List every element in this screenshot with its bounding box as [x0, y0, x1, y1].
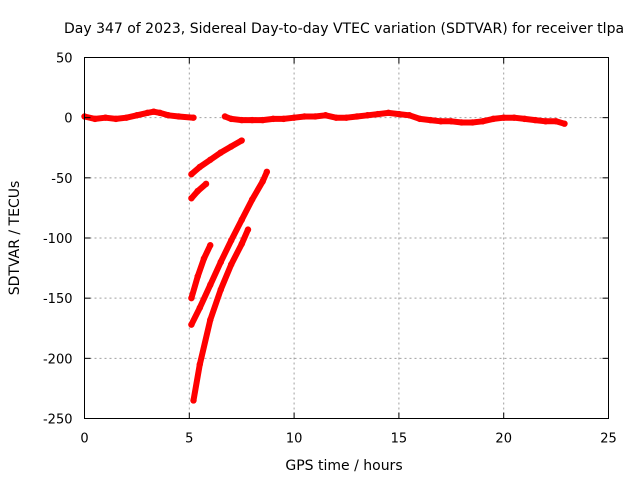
data-point — [221, 113, 229, 120]
data-point — [469, 119, 476, 126]
data-point — [406, 112, 413, 119]
data-point — [531, 116, 539, 124]
data-point — [427, 116, 434, 124]
data-point — [91, 115, 99, 123]
data-point — [521, 115, 528, 123]
data-point — [188, 171, 195, 178]
series-line-5 — [188, 243, 214, 300]
data-point — [123, 114, 130, 121]
data-point — [374, 110, 382, 118]
data-point — [188, 321, 195, 328]
data-point — [353, 113, 361, 120]
data-point — [458, 119, 465, 126]
y-tick-label: -250 — [43, 413, 73, 428]
data-point — [228, 143, 235, 150]
data-point — [194, 187, 201, 195]
data-point — [133, 112, 141, 119]
data-point — [217, 149, 224, 156]
data-point — [196, 361, 203, 368]
data-point — [150, 108, 157, 115]
data-point — [332, 114, 340, 121]
data-point — [290, 114, 298, 121]
data-point — [196, 163, 203, 171]
x-tick-label: 0 — [80, 432, 88, 447]
y-tick-label: 0 — [64, 112, 72, 127]
data-point — [144, 109, 151, 117]
data-point — [542, 118, 549, 125]
series-line-6 — [188, 170, 270, 326]
x-tick-label: 10 — [286, 432, 303, 447]
data-point — [510, 114, 518, 121]
data-point — [202, 180, 210, 188]
data-point — [238, 116, 245, 124]
data-point — [259, 116, 266, 124]
data-point — [207, 316, 214, 324]
x-axis-title: GPS time / hours — [285, 458, 402, 474]
data-point — [238, 240, 245, 248]
data-point — [301, 113, 308, 120]
y-tick-label: -200 — [43, 352, 73, 367]
data-point — [188, 294, 195, 302]
data-point — [156, 109, 164, 117]
data-point — [552, 118, 560, 125]
data-point — [188, 195, 195, 202]
y-tick-label: -50 — [51, 172, 72, 187]
data-point — [190, 397, 197, 404]
data-point — [217, 286, 224, 293]
y-tick-label: 50 — [56, 52, 73, 67]
data-point — [248, 196, 256, 203]
data-point — [561, 120, 568, 127]
data-point — [259, 178, 266, 185]
y-tick-label: -100 — [43, 232, 73, 247]
data-point — [385, 109, 392, 117]
data-point — [200, 255, 208, 262]
data-point — [238, 137, 245, 144]
data-point — [448, 118, 455, 125]
data-point — [196, 304, 203, 311]
data-point — [207, 281, 214, 289]
data-point — [102, 114, 109, 121]
series-group — [81, 108, 568, 404]
data-point — [217, 258, 224, 266]
data-point — [437, 118, 445, 125]
data-point — [194, 273, 201, 280]
axis-ticks: 0 5 10 15 20 25 50 0 -50 -100 -150 -200 -250 — [43, 52, 617, 447]
x-tick-label: 25 — [600, 432, 617, 447]
data-point — [248, 116, 256, 124]
x-tick-label: 5 — [185, 432, 193, 447]
data-point — [228, 261, 235, 268]
data-point — [238, 216, 245, 224]
data-point — [416, 115, 424, 123]
data-point — [175, 113, 183, 120]
data-point — [490, 115, 497, 123]
x-tick-label: 15 — [391, 432, 408, 447]
chart-title: Day 347 of 2023, Sidereal Day-to-day VTE… — [64, 21, 624, 37]
data-point — [322, 112, 329, 119]
data-point — [228, 115, 235, 123]
data-point — [165, 112, 172, 119]
data-point — [311, 113, 319, 120]
y-axis-title: SDTVAR / TECUs — [7, 181, 23, 296]
y-tick-label: -150 — [43, 292, 73, 307]
data-point — [479, 118, 486, 125]
data-point — [269, 115, 277, 123]
data-point — [500, 114, 507, 121]
data-point — [190, 114, 197, 121]
data-point — [395, 110, 403, 118]
series-line-2 — [223, 109, 566, 127]
data-point — [228, 237, 235, 244]
data-point — [244, 226, 252, 233]
data-point — [364, 112, 371, 119]
data-point — [343, 114, 350, 121]
data-point — [263, 168, 271, 176]
data-point — [207, 156, 214, 163]
data-point — [112, 115, 120, 123]
data-point — [207, 242, 214, 249]
x-tick-label: 20 — [495, 432, 512, 447]
data-point — [280, 115, 287, 123]
